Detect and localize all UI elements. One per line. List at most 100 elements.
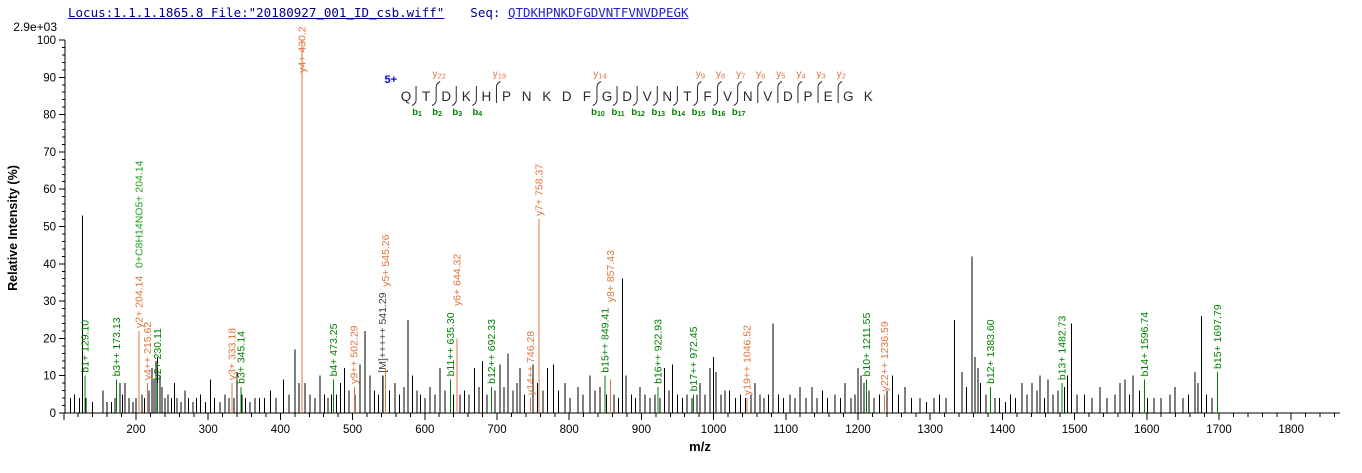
cleavage-mark — [495, 81, 501, 103]
y-tick-label: 50 — [43, 222, 56, 234]
y-ion-mark-label: y9 — [696, 69, 705, 81]
residue-letter: D — [441, 89, 451, 104]
cleavage-mark — [817, 81, 823, 103]
unlabeled-peaks — [69, 215, 1213, 413]
cleavage-mark — [632, 86, 638, 106]
cleavage-mark — [472, 86, 477, 106]
cleavage-mark — [713, 81, 722, 106]
y-axis-max-intensity-label: 2.9e+03 — [13, 20, 57, 34]
y-ion-mark-label: y22 — [432, 69, 445, 81]
b-ion-mark-label: b2 — [432, 107, 442, 118]
y-axis-title: Relative Intensity (%) — [6, 165, 20, 291]
residue-letter: F — [583, 89, 591, 104]
locus-file-label: Locus:1.1.1.1865.8 File:"20180927_001_ID… — [68, 5, 445, 20]
x-tick-label: 200 — [126, 424, 145, 436]
y-ion-mark-label: y4 — [796, 69, 805, 81]
y-tick-label: 40 — [43, 259, 56, 271]
x-tick-label: 600 — [415, 424, 434, 436]
b-ion-mark-label: b3 — [452, 107, 462, 118]
b-ion-mark-label: b1 — [412, 107, 422, 118]
residue-letter: F — [703, 89, 711, 104]
y-ion-mark-label: y7 — [736, 69, 745, 81]
peak-label: y5+ 545.26 — [380, 234, 392, 286]
x-tick-label: 1800 — [1278, 424, 1304, 436]
peak-label: [M]+++++ 541.29 — [377, 292, 389, 372]
cleavage-mark — [612, 86, 618, 106]
peak-label: b15++ 849.41 — [599, 308, 611, 373]
x-tick-label: 300 — [199, 424, 218, 436]
residue-letter: V — [643, 89, 652, 104]
residue-letter: N — [522, 89, 532, 104]
b-ion-mark-label: b16 — [712, 107, 726, 118]
cleavage-mark — [592, 81, 602, 106]
peak-label: y3+ 333.18 — [227, 328, 239, 380]
cleavage-mark — [653, 86, 658, 106]
peak-label: b10+ 1211.55 — [861, 313, 873, 377]
header: Locus:1.1.1.1865.8 File:"20180927_001_ID… — [68, 5, 689, 20]
x-axis-title: m/z — [689, 439, 711, 454]
y-ion-mark-label: y14 — [593, 69, 606, 81]
x-tick-label: 1100 — [773, 424, 798, 436]
peptide-sequence: QTDKHPNKDFGDVNTFVNVDPEGK — [507, 5, 689, 20]
residue-letter: D — [783, 89, 793, 104]
y-ion-mark-label: y6 — [756, 69, 765, 81]
peak-label: b17++ 972.45 — [688, 326, 700, 391]
y-ion-mark-label: y5 — [776, 69, 785, 81]
peak-label: b12++ 692.33 — [486, 319, 498, 384]
b-ion-mark-label: b12 — [631, 107, 645, 118]
b-ion-mark-label: b13 — [651, 107, 665, 118]
y-tick-label: 80 — [43, 110, 56, 122]
residue-letter: P — [502, 89, 511, 104]
cleavage-mark — [693, 81, 702, 106]
peak-label: b4+ 473.25 — [328, 323, 340, 376]
b-ion-mark-label: b11 — [611, 107, 624, 118]
y-ion-mark-label: y8 — [716, 69, 725, 81]
precursor-charge-label: 5+ — [384, 74, 397, 86]
x-tick-label: 900 — [632, 424, 651, 436]
residue-letter: D — [562, 89, 572, 104]
cleavage-mark — [757, 81, 762, 103]
residue-letter: T — [422, 89, 430, 104]
x-tick-label: 1200 — [845, 424, 871, 436]
peak-label: y7+ 758.37 — [534, 164, 546, 216]
residue-letter: P — [803, 89, 812, 104]
residue-letter: V — [763, 89, 772, 104]
peak-label: y6+ 644.32 — [451, 254, 463, 306]
peak-label: y14++ 746.28 — [525, 331, 537, 395]
cleavage-mark — [733, 81, 742, 106]
peak-label: b2+ 230.11 — [152, 328, 164, 380]
cleavage-mark — [452, 86, 457, 106]
residue-letter: K — [864, 89, 873, 104]
cleavage-mark — [411, 86, 417, 106]
y-tick-label: 70 — [43, 147, 56, 159]
residue-letter: K — [462, 89, 471, 104]
residue-letter: N — [743, 89, 753, 104]
b-ion-mark-label: b17 — [732, 107, 746, 118]
residue-letter: G — [843, 89, 854, 104]
y-tick-label: 90 — [43, 72, 56, 84]
peak-label: b1+ 129.10 — [79, 320, 91, 373]
residue-letter: G — [602, 89, 613, 104]
x-tick-label: 1300 — [917, 424, 943, 436]
y-tick-label: 20 — [43, 333, 56, 345]
peak-label: y8+ 857.43 — [605, 250, 617, 302]
y-tick-label: 100 — [37, 35, 56, 47]
x-tick-label: 400 — [271, 424, 290, 436]
b-ion-mark-label: b15 — [692, 107, 706, 118]
peak-label: y22++ 1236.59 — [879, 321, 891, 391]
y-ion-mark-label: y3 — [816, 69, 825, 81]
x-tick-label: 500 — [343, 424, 362, 436]
y-tick-label: 60 — [43, 184, 56, 196]
seq-caption: Seq: — [470, 5, 508, 20]
b-ion-mark-label: b4 — [472, 107, 482, 118]
y-tick-label: 30 — [43, 296, 56, 308]
x-tick-label: 1000 — [701, 424, 727, 436]
y-ion-mark-label: y2 — [837, 69, 846, 81]
peak-label: y19++ 1046.52 — [742, 325, 754, 395]
x-tick-label: 1500 — [1062, 424, 1088, 436]
residue-letter: D — [622, 89, 632, 104]
residue-letter: H — [482, 89, 492, 104]
labeled-peaks: b1+ 129.10 b3++ 173.13 y2+ 204.14 0+C8H14NO… — [79, 26, 1224, 413]
